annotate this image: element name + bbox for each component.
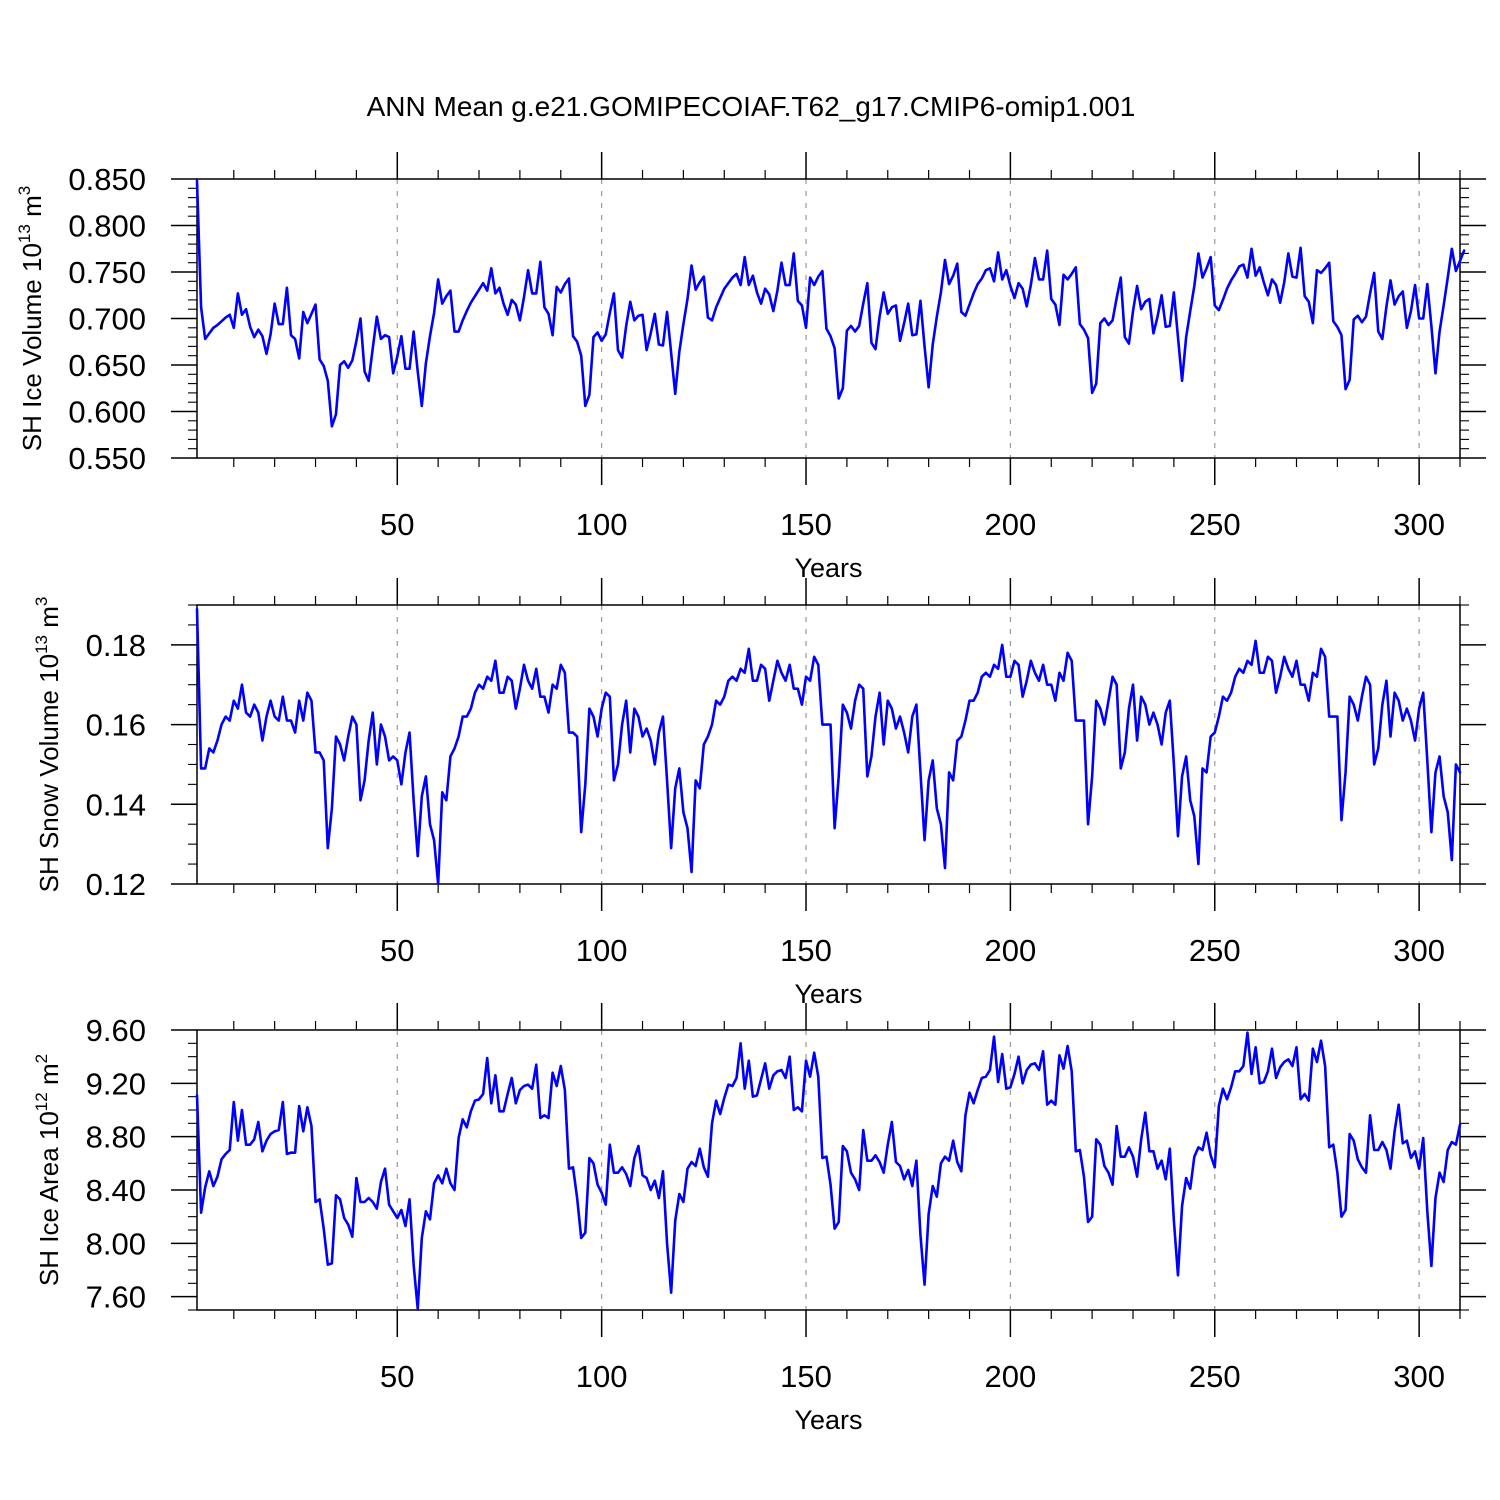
y-label-unit: m [34, 1063, 64, 1092]
y-tick-label: 8.40 [86, 1173, 146, 1208]
x-tick-label: 300 [1393, 1359, 1445, 1394]
y-tick-label: 0.800 [68, 209, 146, 244]
y-label-exponent: 13 [32, 635, 51, 654]
panel-ice-area: 50 100 150 200 250 300 Years 7.60 8.00 8.40 8.80 9.… [32, 1003, 1486, 1435]
x-tick-label: 150 [780, 1359, 832, 1394]
y-tick-label: 0.600 [68, 395, 146, 430]
x-tick-label: 100 [576, 933, 628, 968]
y-tick-label: 0.16 [86, 708, 146, 743]
x-tick-label: 250 [1189, 933, 1241, 968]
x-tick-label: 300 [1393, 507, 1445, 542]
x-tick-label: 250 [1189, 1359, 1241, 1394]
x-axis-label: Years [794, 553, 862, 583]
y-label-base: SH Ice Volume 10 [17, 243, 47, 451]
panel-snow-volume: 50 100 150 200 250 300 Years 0.12 0.14 0.16 0.18 SH… [32, 578, 1486, 1009]
x-tick-label: 200 [985, 933, 1037, 968]
series-line [195, 1031, 1462, 1310]
x-tick-label: 100 [576, 1359, 628, 1394]
y-label-exponent: 13 [15, 224, 34, 243]
y-label-unit: m [34, 606, 64, 635]
y-label-unit-exponent: 2 [32, 1054, 51, 1063]
x-tick-label: 200 [985, 1359, 1037, 1394]
y-tick-label: 7.60 [86, 1280, 146, 1315]
x-tick-label: 150 [780, 933, 832, 968]
x-tick-label: 50 [380, 507, 414, 542]
x-tick-label: 50 [380, 933, 414, 968]
y-tick-label: 0.18 [86, 628, 146, 663]
x-tick-label: 150 [780, 507, 832, 542]
y-tick-label: 0.14 [86, 787, 146, 822]
y-label-unit: m [17, 195, 47, 224]
y-axis-label: SH Ice Volume 1013 m3 [15, 186, 47, 451]
y-label-unit-exponent: 3 [15, 186, 34, 195]
x-tick-label: 100 [576, 507, 628, 542]
y-tick-label: 0.850 [68, 162, 146, 197]
figure-title: ANN Mean g.e21.GOMIPECOIAF.T62_g17.CMIP6… [367, 91, 1136, 122]
x-tick-label: 200 [985, 507, 1037, 542]
x-tick-label: 300 [1393, 933, 1445, 968]
x-axis-label: Years [794, 979, 862, 1009]
y-label-base: SH Ice Area 10 [34, 1111, 64, 1286]
y-tick-label: 0.750 [68, 255, 146, 290]
series-line [195, 607, 1462, 886]
y-tick-label: 9.60 [86, 1013, 146, 1048]
y-tick-label: 0.12 [86, 867, 146, 902]
y-tick-label: 8.80 [86, 1120, 146, 1155]
y-label-base: SH Snow Volume 10 [34, 654, 64, 892]
y-tick-label: 8.00 [86, 1226, 146, 1261]
y-label-exponent: 12 [32, 1092, 51, 1111]
panel-ice-volume: 50 100 150 200 250 300 Years 0.550 0.600 0.650 0.7… [15, 152, 1486, 583]
y-tick-label: 9.20 [86, 1066, 146, 1101]
x-tick-label: 250 [1189, 507, 1241, 542]
plot-frame [196, 1029, 1461, 1311]
y-tick-label: 0.650 [68, 348, 146, 383]
y-label-unit-exponent: 3 [32, 597, 51, 606]
y-tick-label: 0.550 [68, 441, 146, 476]
series-line [195, 179, 1466, 428]
x-tick-label: 50 [380, 1359, 414, 1394]
y-tick-label: 0.700 [68, 302, 146, 337]
x-axis-label: Years [794, 1405, 862, 1435]
y-axis-label: SH Snow Volume 1013 m3 [32, 597, 64, 893]
y-axis-label: SH Ice Area 1012 m2 [32, 1054, 64, 1286]
